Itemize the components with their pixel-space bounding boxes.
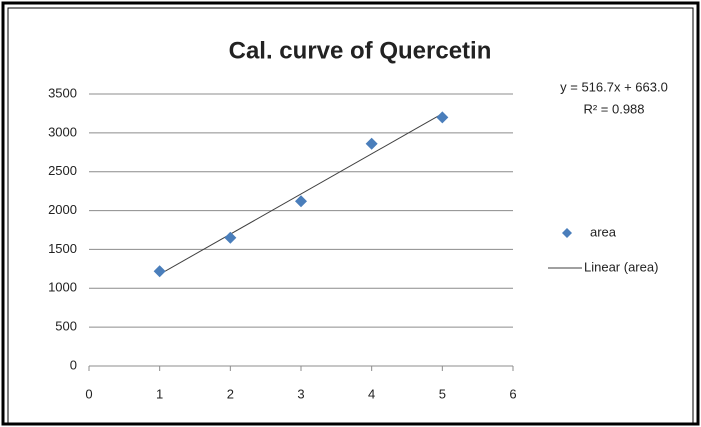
y-tick-label: 2500 [48,163,77,178]
x-tick-label: 0 [85,386,92,401]
point [436,111,449,124]
legend-label: Linear (area) [584,259,658,274]
x-tick-label: 3 [297,386,304,401]
legend-label: area [590,224,617,239]
x-tick-label: 6 [509,386,516,401]
point [295,195,307,208]
trendline [159,113,443,275]
y-tick-label: 1000 [48,280,77,295]
point [365,137,378,150]
chart-title: Cal. curve of Quercetin [229,37,492,64]
y-tick-label: 2000 [48,202,77,217]
x-tick-label: 5 [439,386,446,401]
y-tick-label: 3000 [48,124,77,139]
point [224,231,237,244]
equation: y = 516.7x + 663.0 [560,79,668,94]
y-tick-label: 3500 [48,85,77,100]
x-tick-label: 4 [368,386,375,401]
y-tick-label: 1500 [48,241,77,256]
legend-marker [562,228,572,238]
y-tick-label: 0 [70,357,77,372]
x-tick-label: 1 [156,386,163,401]
x-tick-label: 2 [227,386,234,401]
inner-frame [7,7,694,425]
y-tick-label: 500 [55,319,77,334]
point [153,265,166,278]
r-squared: R² = 0.988 [583,101,644,116]
